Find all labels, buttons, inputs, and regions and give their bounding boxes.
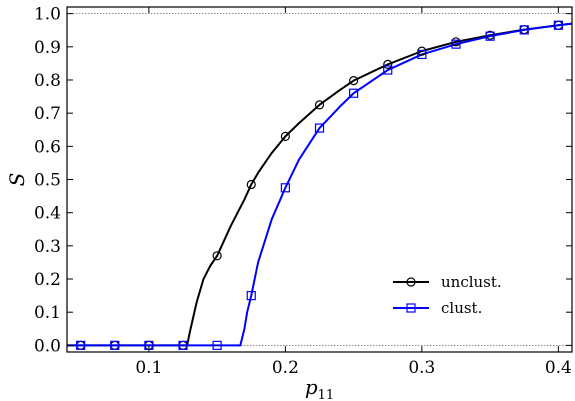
data-point-clust bbox=[212, 340, 222, 350]
data-point-unclust bbox=[212, 251, 222, 261]
reference-lines bbox=[67, 13, 572, 346]
tick-labels: 0.1 0.2 0.3 0.4 0.0 0.1 0.2 0.3 0.4 0.5 0.6 0.7 0.8 0… bbox=[34, 5, 572, 378]
series-line-unclust bbox=[67, 22, 573, 347]
legend: unclust. clust. bbox=[393, 273, 502, 317]
y-tick-label: 0.2 bbox=[34, 270, 61, 290]
legend-label-unclust: unclust. bbox=[441, 273, 502, 291]
y-tick-label: 0.8 bbox=[34, 71, 61, 91]
data-point-clust bbox=[485, 31, 495, 41]
y-tick-label: 0.5 bbox=[34, 171, 61, 191]
series-markers bbox=[76, 20, 563, 350]
data-point-clust bbox=[110, 340, 120, 350]
data-point-clust bbox=[178, 340, 188, 350]
legend-marker-clust bbox=[406, 303, 416, 313]
axis-ticks bbox=[67, 7, 572, 352]
data-point-unclust bbox=[314, 100, 325, 110]
plot-frame bbox=[66, 6, 573, 353]
data-point-clust bbox=[383, 65, 393, 75]
series-line-clust bbox=[67, 22, 573, 347]
legend-label-clust: clust. bbox=[441, 299, 482, 317]
y-tick-label: 0.4 bbox=[34, 204, 61, 224]
data-point-clust bbox=[314, 123, 325, 133]
data-point-unclust bbox=[349, 76, 359, 86]
legend-item-clust: clust. bbox=[393, 299, 482, 317]
x-tick-label: 0.1 bbox=[135, 358, 162, 378]
data-point-clust bbox=[76, 340, 86, 350]
y-tick-label: 0.1 bbox=[34, 303, 61, 323]
x-axis-label-subscript: 11 bbox=[318, 388, 335, 401]
data-point-clust bbox=[280, 183, 290, 193]
data-point-clust bbox=[246, 291, 256, 301]
data-point-clust bbox=[451, 39, 461, 49]
x-axis-label-main: p bbox=[305, 375, 318, 399]
y-tick-label: 0.9 bbox=[34, 38, 61, 58]
legend-item-unclust: unclust. bbox=[393, 273, 502, 291]
legend-marker-unclust bbox=[406, 277, 416, 287]
data-point-unclust bbox=[280, 131, 290, 141]
data-point-unclust bbox=[246, 179, 256, 190]
data-point-unclust bbox=[383, 59, 393, 69]
x-tick-label: 0.4 bbox=[545, 358, 572, 378]
data-point-clust bbox=[417, 49, 427, 60]
data-point-clust bbox=[349, 88, 359, 98]
x-tick-label: 0.3 bbox=[408, 358, 435, 378]
series-lines bbox=[67, 22, 573, 347]
y-tick-label: 0.3 bbox=[34, 237, 61, 257]
y-axis-label: S bbox=[5, 173, 29, 187]
x-tick-label: 0.2 bbox=[272, 358, 299, 378]
x-axis-label: p11 bbox=[305, 375, 334, 401]
data-point-clust bbox=[553, 20, 563, 30]
y-tick-label: 1.0 bbox=[34, 5, 61, 25]
data-point-clust bbox=[519, 25, 529, 35]
y-tick-label: 0.7 bbox=[34, 104, 61, 124]
y-tick-label: 0.6 bbox=[34, 137, 61, 157]
y-tick-label: 0.0 bbox=[34, 336, 61, 356]
